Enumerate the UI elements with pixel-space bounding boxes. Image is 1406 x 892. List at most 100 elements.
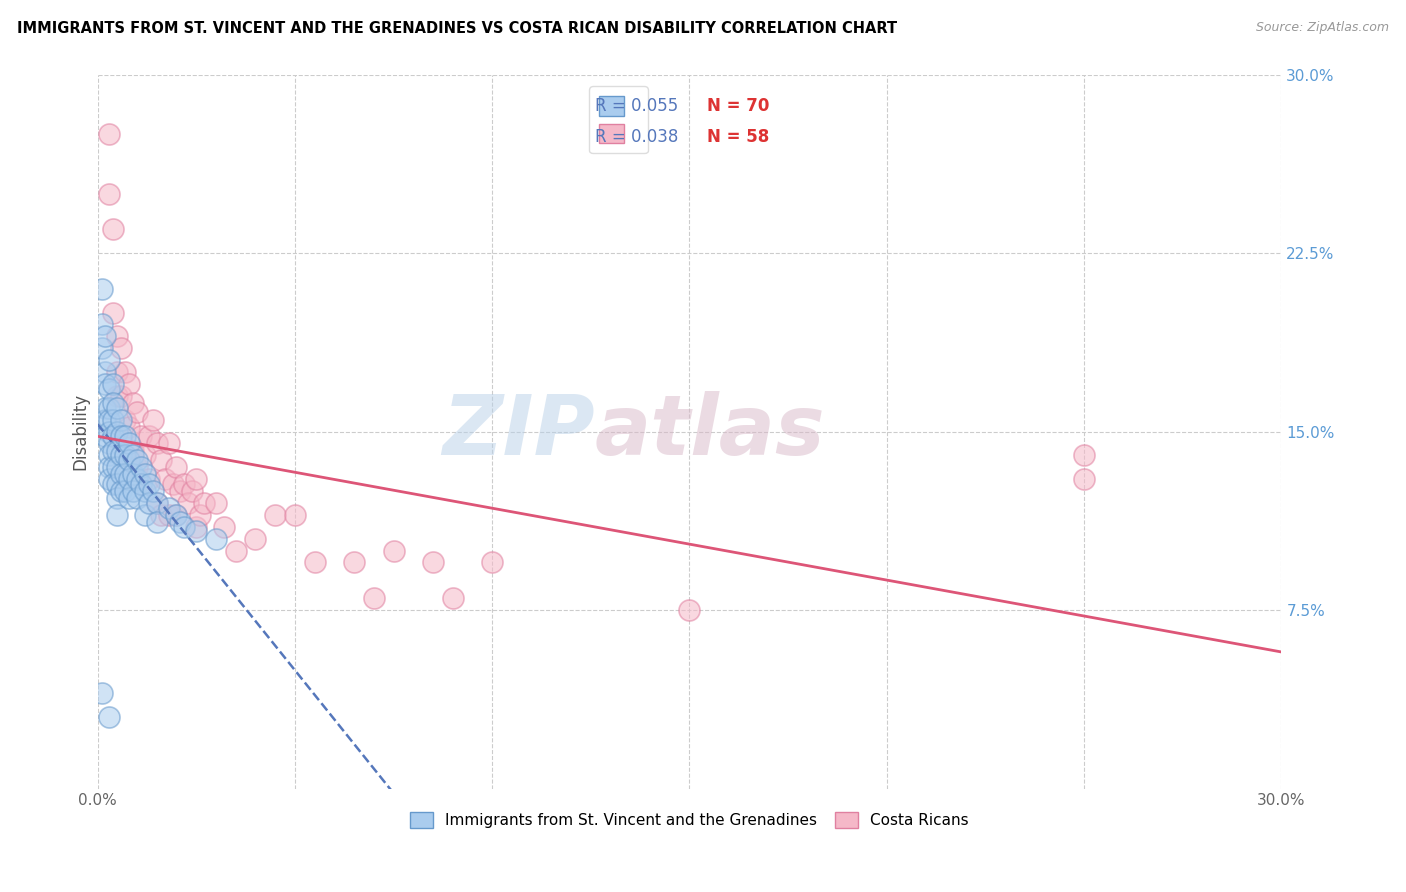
Point [173, 519, 195, 533]
Point [134, 467, 156, 482]
Point [90, 282, 112, 296]
Point [110, 341, 132, 355]
Point [145, 515, 167, 529]
Point [134, 483, 156, 498]
Point [98, 710, 121, 724]
Point [157, 500, 180, 515]
Point [110, 483, 132, 498]
Point [94, 412, 117, 426]
Point [157, 436, 180, 450]
Point [129, 429, 152, 443]
Point [157, 508, 180, 522]
Point [114, 483, 136, 498]
Point [284, 508, 307, 522]
Point [169, 515, 191, 529]
Point [264, 508, 287, 522]
Point [129, 476, 152, 491]
Point [188, 508, 211, 522]
Point [134, 508, 156, 522]
Point [114, 429, 136, 443]
Point [225, 543, 247, 558]
Point [105, 365, 128, 379]
Point [98, 186, 121, 201]
Point [105, 508, 128, 522]
Point [304, 556, 326, 570]
Point [105, 329, 128, 343]
Point [138, 472, 160, 486]
Point [382, 543, 405, 558]
Point [105, 425, 128, 439]
Point [118, 436, 141, 450]
Point [125, 491, 148, 505]
Point [103, 476, 125, 491]
Point [103, 429, 125, 443]
Point [166, 508, 188, 522]
Point [103, 305, 125, 319]
Point [94, 329, 117, 343]
Point [103, 396, 125, 410]
Point [186, 524, 208, 539]
Point [142, 483, 165, 498]
Point [122, 396, 145, 410]
Point [103, 443, 125, 458]
Y-axis label: Disability: Disability [72, 393, 89, 470]
Point [153, 472, 176, 486]
Point [186, 519, 208, 533]
Point [118, 419, 141, 434]
Point [94, 401, 117, 415]
Point [173, 476, 195, 491]
Point [98, 448, 121, 462]
Text: R = 0.055: R = 0.055 [595, 97, 678, 115]
Point [149, 508, 172, 522]
Point [149, 453, 172, 467]
Point [138, 429, 160, 443]
Point [125, 460, 148, 475]
Point [110, 429, 132, 443]
Point [122, 483, 145, 498]
Point [105, 401, 128, 415]
Point [110, 412, 132, 426]
Point [114, 365, 136, 379]
Point [162, 476, 184, 491]
Point [118, 453, 141, 467]
Point [1073, 472, 1095, 486]
Point [90, 686, 112, 700]
Point [90, 318, 112, 332]
Point [105, 460, 128, 475]
Point [138, 476, 160, 491]
Point [205, 496, 228, 510]
Point [114, 412, 136, 426]
Point [142, 412, 165, 426]
Point [98, 382, 121, 396]
Point [1073, 448, 1095, 462]
Point [98, 472, 121, 486]
Point [177, 496, 200, 510]
Point [103, 222, 125, 236]
Point [90, 341, 112, 355]
Point [181, 483, 204, 498]
Point [678, 603, 700, 617]
Text: N = 70: N = 70 [707, 97, 769, 115]
Point [94, 429, 117, 443]
Point [98, 436, 121, 450]
Point [138, 496, 160, 510]
Point [98, 412, 121, 426]
Point [205, 532, 228, 546]
Point [441, 591, 464, 606]
Text: ZIP: ZIP [441, 391, 595, 472]
Point [125, 453, 148, 467]
Point [103, 412, 125, 426]
Point [118, 491, 141, 505]
Point [129, 476, 152, 491]
Point [166, 460, 188, 475]
Point [145, 436, 167, 450]
Point [98, 127, 121, 141]
Point [98, 425, 121, 439]
Point [145, 496, 167, 510]
Point [145, 496, 167, 510]
Text: Source: ZipAtlas.com: Source: ZipAtlas.com [1256, 21, 1389, 34]
Point [94, 365, 117, 379]
Point [363, 591, 385, 606]
Text: R = 0.038: R = 0.038 [595, 128, 678, 145]
Point [193, 496, 215, 510]
